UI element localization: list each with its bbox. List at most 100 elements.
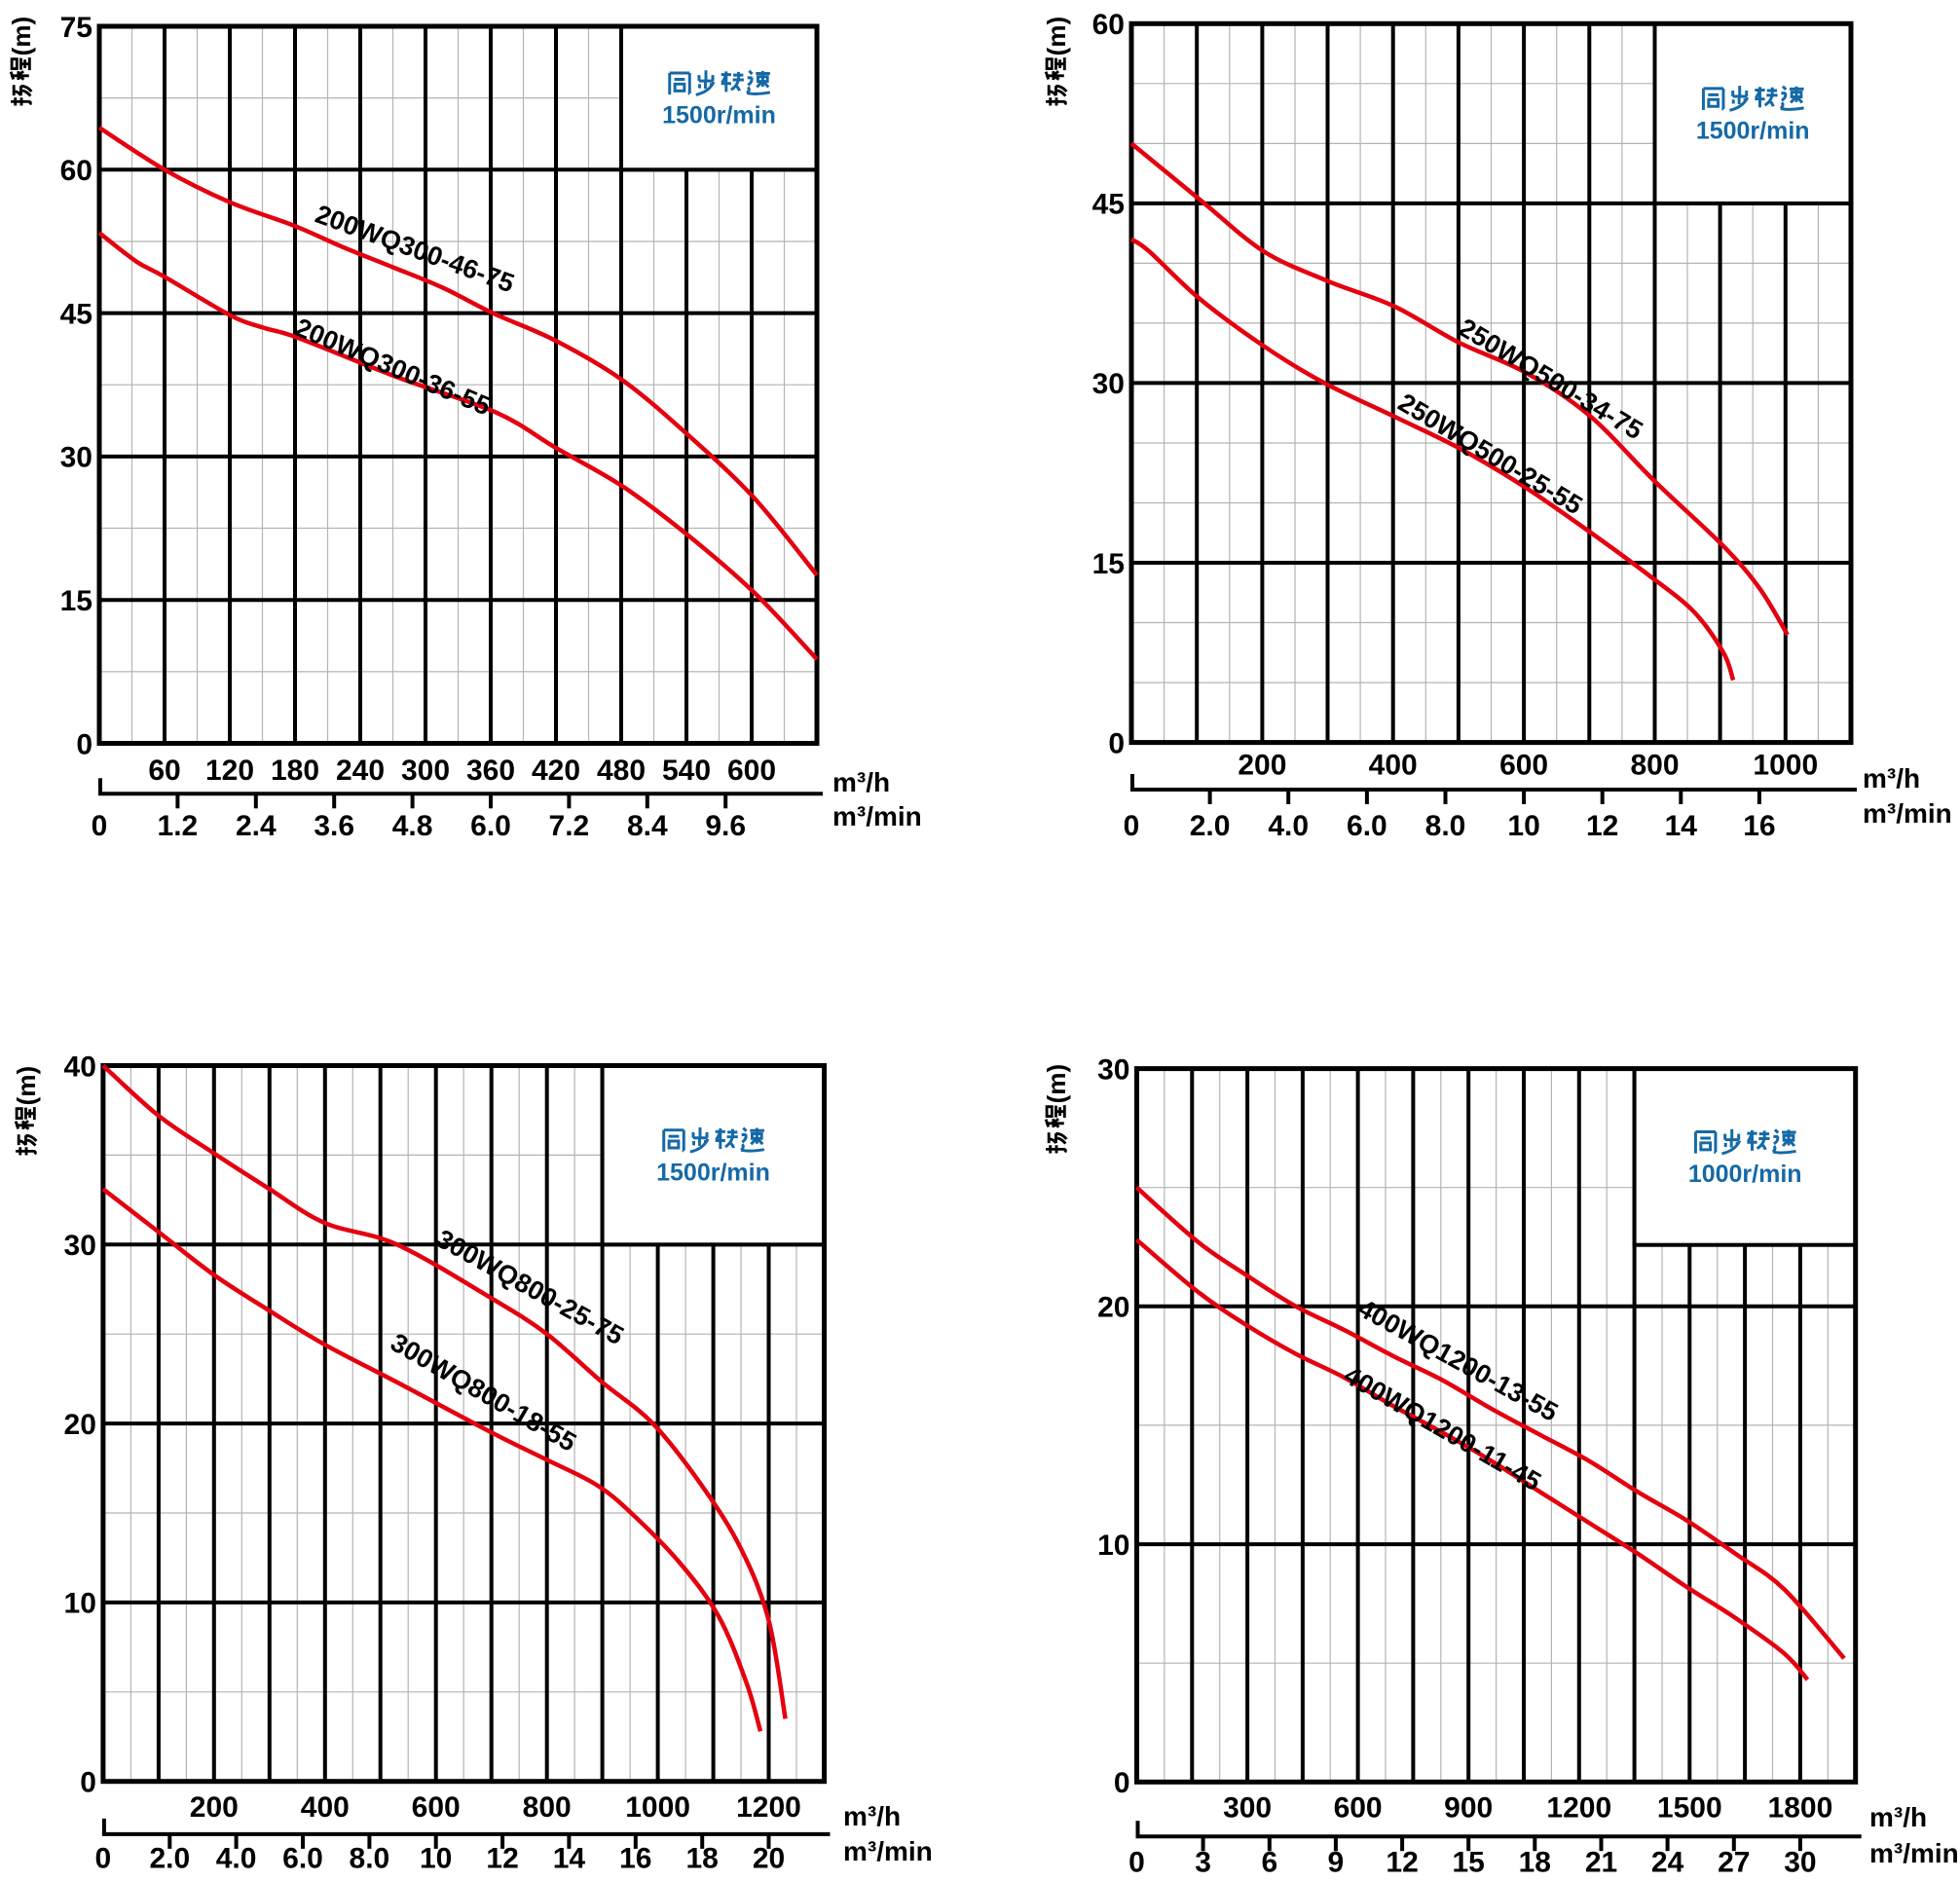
svg-text:1000r/min: 1000r/min: [1688, 1161, 1802, 1188]
svg-text:30: 30: [1784, 1847, 1816, 1879]
svg-text:3.6: 3.6: [314, 810, 354, 842]
svg-text:4.0: 4.0: [216, 1843, 257, 1875]
svg-text:(m): (m): [7, 17, 36, 55]
svg-text:300: 300: [401, 755, 450, 787]
svg-text:8.0: 8.0: [350, 1843, 390, 1875]
svg-text:4.0: 4.0: [1268, 810, 1309, 842]
svg-text:m³/min: m³/min: [1869, 1838, 1959, 1868]
svg-text:1200: 1200: [736, 1791, 801, 1824]
svg-text:400: 400: [1369, 749, 1418, 781]
svg-text:21: 21: [1585, 1847, 1617, 1879]
svg-text:6.0: 6.0: [282, 1843, 323, 1875]
svg-text:900: 900: [1444, 1792, 1493, 1825]
svg-text:10: 10: [420, 1843, 452, 1875]
svg-text:540: 540: [662, 755, 711, 787]
svg-text:6.0: 6.0: [1347, 810, 1387, 842]
svg-text:24: 24: [1651, 1847, 1684, 1879]
svg-text:60: 60: [148, 755, 180, 787]
svg-text:30: 30: [64, 1230, 96, 1262]
svg-text:6.0: 6.0: [470, 810, 511, 842]
svg-text:45: 45: [60, 298, 92, 330]
svg-text:40: 40: [64, 1051, 96, 1083]
svg-text:1200: 1200: [1546, 1792, 1611, 1825]
svg-text:9: 9: [1328, 1847, 1345, 1879]
svg-text:30: 30: [60, 442, 92, 474]
svg-text:0: 0: [1114, 1767, 1130, 1799]
svg-text:45: 45: [1092, 189, 1125, 221]
svg-text:27: 27: [1718, 1847, 1750, 1879]
svg-text:60: 60: [60, 155, 92, 187]
svg-text:10: 10: [64, 1588, 96, 1620]
svg-text:10: 10: [1097, 1530, 1129, 1562]
svg-text:15: 15: [1453, 1847, 1485, 1879]
svg-text:200: 200: [190, 1791, 239, 1824]
svg-text:3: 3: [1195, 1847, 1211, 1879]
svg-text:400: 400: [301, 1791, 350, 1824]
svg-text:250WQ500-25-55: 250WQ500-25-55: [1393, 387, 1587, 520]
svg-text:240: 240: [336, 755, 385, 787]
svg-text:m³/h: m³/h: [1863, 763, 1920, 793]
svg-text:1.2: 1.2: [158, 810, 199, 842]
svg-text:m³/h: m³/h: [843, 1801, 901, 1831]
svg-text:180: 180: [271, 755, 319, 787]
svg-text:0: 0: [76, 728, 92, 760]
svg-text:9.6: 9.6: [705, 810, 746, 842]
svg-text:6: 6: [1261, 1847, 1277, 1879]
svg-text:m³/min: m³/min: [1863, 798, 1952, 829]
svg-text:360: 360: [466, 755, 515, 787]
svg-text:12: 12: [486, 1843, 518, 1875]
svg-text:2.0: 2.0: [1190, 810, 1231, 842]
svg-text:12: 12: [1386, 1847, 1418, 1879]
svg-text:600: 600: [412, 1791, 461, 1824]
svg-text:200: 200: [1238, 749, 1286, 781]
svg-text:60: 60: [1092, 9, 1125, 41]
svg-text:12: 12: [1586, 810, 1618, 842]
svg-text:(m): (m): [1042, 17, 1071, 55]
svg-text:(m): (m): [1042, 1064, 1071, 1103]
svg-text:15: 15: [1092, 548, 1125, 580]
svg-text:600: 600: [727, 755, 776, 787]
svg-text:120: 120: [205, 755, 254, 787]
svg-text:1500r/min: 1500r/min: [656, 1159, 770, 1186]
svg-text:8.4: 8.4: [627, 810, 668, 842]
svg-text:30: 30: [1097, 1053, 1129, 1086]
svg-text:0: 0: [95, 1843, 112, 1875]
svg-text:800: 800: [1630, 749, 1679, 781]
svg-text:0: 0: [1108, 727, 1125, 759]
svg-text:8.0: 8.0: [1425, 810, 1466, 842]
svg-text:16: 16: [1743, 810, 1775, 842]
svg-text:4.8: 4.8: [392, 810, 433, 842]
svg-text:10: 10: [1507, 810, 1539, 842]
svg-text:20: 20: [1097, 1292, 1129, 1324]
svg-text:2.4: 2.4: [236, 810, 277, 842]
svg-text:(m): (m): [12, 1066, 41, 1105]
svg-text:1500r/min: 1500r/min: [662, 102, 776, 129]
svg-text:1500: 1500: [1657, 1792, 1722, 1825]
svg-text:600: 600: [1334, 1792, 1383, 1825]
svg-text:0: 0: [80, 1767, 96, 1799]
svg-text:1800: 1800: [1768, 1792, 1833, 1825]
svg-text:7.2: 7.2: [549, 810, 590, 842]
svg-text:300: 300: [1223, 1792, 1272, 1825]
svg-text:16: 16: [619, 1843, 651, 1875]
svg-text:480: 480: [597, 755, 646, 787]
svg-text:18: 18: [686, 1843, 719, 1875]
svg-text:m³/min: m³/min: [832, 801, 922, 831]
svg-text:1000: 1000: [1753, 749, 1818, 781]
svg-text:800: 800: [523, 1791, 572, 1824]
svg-text:14: 14: [1665, 810, 1698, 842]
svg-text:250WQ500-34-75: 250WQ500-34-75: [1454, 313, 1647, 445]
svg-text:1500r/min: 1500r/min: [1696, 118, 1810, 145]
svg-text:2.0: 2.0: [149, 1843, 190, 1875]
svg-text:m³/h: m³/h: [832, 767, 890, 797]
svg-text:15: 15: [60, 585, 92, 617]
svg-text:1000: 1000: [625, 1791, 690, 1824]
svg-text:600: 600: [1499, 749, 1548, 781]
svg-text:0: 0: [1128, 1847, 1145, 1879]
svg-text:75: 75: [60, 12, 92, 44]
svg-text:m³/h: m³/h: [1869, 1802, 1927, 1832]
svg-text:20: 20: [753, 1843, 785, 1875]
svg-text:18: 18: [1519, 1847, 1551, 1879]
svg-text:0: 0: [1124, 810, 1140, 842]
svg-text:14: 14: [553, 1843, 586, 1875]
